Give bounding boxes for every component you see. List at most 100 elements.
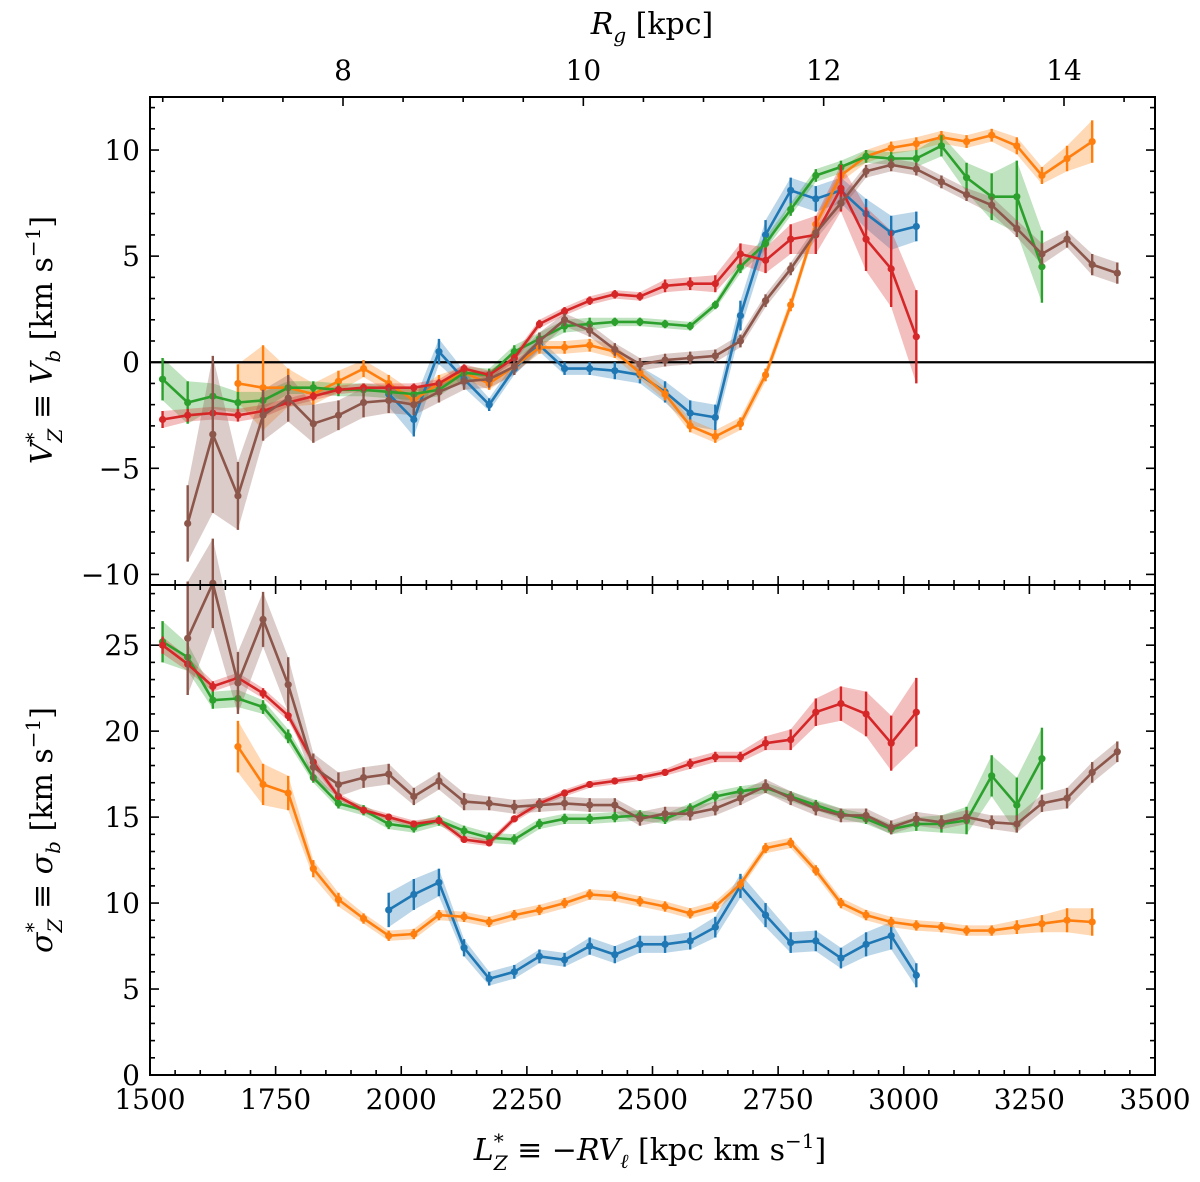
bottom-green-point: [334, 799, 343, 807]
top-orange-point: [560, 343, 569, 351]
top-green-point: [862, 152, 870, 161]
bottom-brown-point: [309, 763, 317, 771]
top-green-point: [1038, 263, 1046, 271]
bottom-red-point: [862, 710, 870, 718]
bottom-x-tick-label: 3500: [1119, 1083, 1190, 1116]
top-orange-point: [887, 144, 895, 152]
top-brown-point: [661, 356, 669, 364]
bottom-y-tick-label: 0: [122, 1059, 140, 1092]
top-red-point: [887, 265, 895, 273]
bottom-green-line: [161, 640, 1044, 841]
top-orange-point: [988, 131, 996, 139]
bottom-green-point: [611, 813, 619, 821]
bottom-red-point: [158, 641, 167, 649]
bottom-brown-point: [761, 782, 770, 790]
bottom-panel-frame: [149, 584, 1156, 1076]
bottom-orange-point: [435, 911, 443, 919]
top-brown-point: [686, 354, 694, 362]
top-brown-point: [385, 396, 393, 405]
bottom-brown-point: [1113, 748, 1121, 756]
top-orange-point: [1038, 171, 1046, 180]
bottom-orange-point: [309, 865, 317, 873]
bottom-red-point: [661, 768, 669, 777]
top-orange-point: [761, 371, 770, 379]
top-blue-point: [761, 231, 770, 239]
bottom-panel-series: [158, 538, 1121, 988]
bottom-brown-point: [410, 792, 418, 801]
bottom-red-point: [209, 682, 217, 691]
top-red-point: [686, 280, 694, 288]
bottom-red-point: [284, 712, 292, 720]
bottom-blue-point: [912, 971, 920, 979]
top-red-point: [234, 411, 242, 419]
top-red-point: [184, 411, 192, 419]
top-blue-point: [435, 348, 443, 356]
bottom-blue-point: [435, 878, 443, 887]
bottom-orange-point: [761, 844, 770, 852]
top-green-point: [787, 205, 795, 214]
bottom-blue-point: [535, 952, 544, 960]
top-green-point: [234, 398, 242, 407]
top-orange-point: [1088, 137, 1096, 146]
top-red-point: [158, 415, 167, 424]
bottom-orange-point: [611, 892, 619, 900]
top-red-point: [661, 282, 669, 290]
bottom-red-point: [410, 820, 418, 828]
bottom-orange-point: [560, 899, 569, 907]
bottom-orange-point: [234, 743, 242, 751]
bottom-orange-point: [1063, 916, 1071, 924]
bottom-brown-point: [862, 811, 870, 819]
bottom-orange-point: [686, 909, 694, 917]
top-red-point: [761, 256, 770, 264]
top-brown-point: [284, 394, 292, 402]
top-blue-point: [410, 415, 418, 424]
bottom-blue-point: [812, 937, 820, 945]
top-blue-point: [787, 186, 795, 194]
top-red-point: [410, 384, 418, 392]
bottom-brown-point: [962, 813, 971, 821]
bottom-panel-axes: 0 5 10 15 20 25 1500 1750 2000 2250 2500 2750 3000 32…: [104, 585, 1191, 1116]
top-orange-point: [736, 420, 745, 428]
bottom-orange-point: [661, 902, 669, 911]
bottom-brown-point: [334, 780, 343, 789]
top-red-point: [837, 184, 845, 192]
bottom-red-point: [510, 815, 518, 823]
top-y-tick-label: −5: [99, 452, 140, 485]
top-green-line: [161, 144, 1044, 404]
bottom-y-tick-label: 25: [104, 629, 140, 662]
top-rg-tick-label: 10: [566, 54, 602, 87]
top-green-point: [1013, 193, 1021, 201]
top-rg-tick-label: 14: [1046, 54, 1082, 87]
bottom-green-point: [560, 815, 569, 823]
top-orange-point: [259, 384, 267, 392]
bottom-blue-point: [636, 940, 644, 948]
top-brown-point: [510, 362, 518, 371]
bottom-red-point: [560, 789, 569, 797]
top-brown-point: [636, 360, 644, 368]
bottom-brown-point: [812, 804, 820, 813]
top-red-point: [636, 292, 644, 301]
top-orange-point: [586, 341, 594, 349]
top-green-point: [686, 322, 694, 330]
top-blue-point: [812, 195, 820, 203]
top-panel: −10 −5 0 5 10 8 10 12 14: [81, 54, 1156, 591]
top-blue-point: [586, 364, 594, 373]
top-brown-point: [812, 229, 820, 237]
top-brown-point: [560, 316, 569, 324]
top-green-point: [158, 375, 167, 383]
bottom-brown-point: [661, 810, 669, 818]
top-brown-point: [962, 191, 971, 199]
top-red-point: [787, 235, 795, 243]
bottom-orange-point: [736, 880, 745, 888]
top-y-axis-label: V*Z ≡ Vb [km s−1]: [21, 216, 67, 464]
bottom-brown-point: [837, 811, 845, 819]
top-orange-point: [711, 432, 719, 441]
bottom-x-tick-label: 2750: [742, 1083, 813, 1116]
bottom-x-tick-label: 2250: [491, 1083, 562, 1116]
top-brown-point: [460, 377, 468, 385]
bottom-red-point: [812, 708, 820, 716]
bottom-x-tick-label: 2500: [617, 1083, 688, 1116]
top-blue-point: [611, 367, 619, 375]
top-panel-axes: −10 −5 0 5 10 8 10 12 14: [81, 54, 1156, 591]
